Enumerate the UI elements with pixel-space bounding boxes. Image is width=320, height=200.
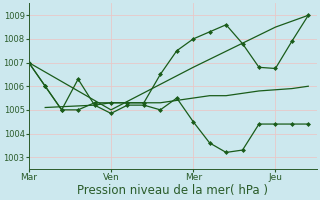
X-axis label: Pression niveau de la mer( hPa ): Pression niveau de la mer( hPa ) [77, 184, 268, 197]
